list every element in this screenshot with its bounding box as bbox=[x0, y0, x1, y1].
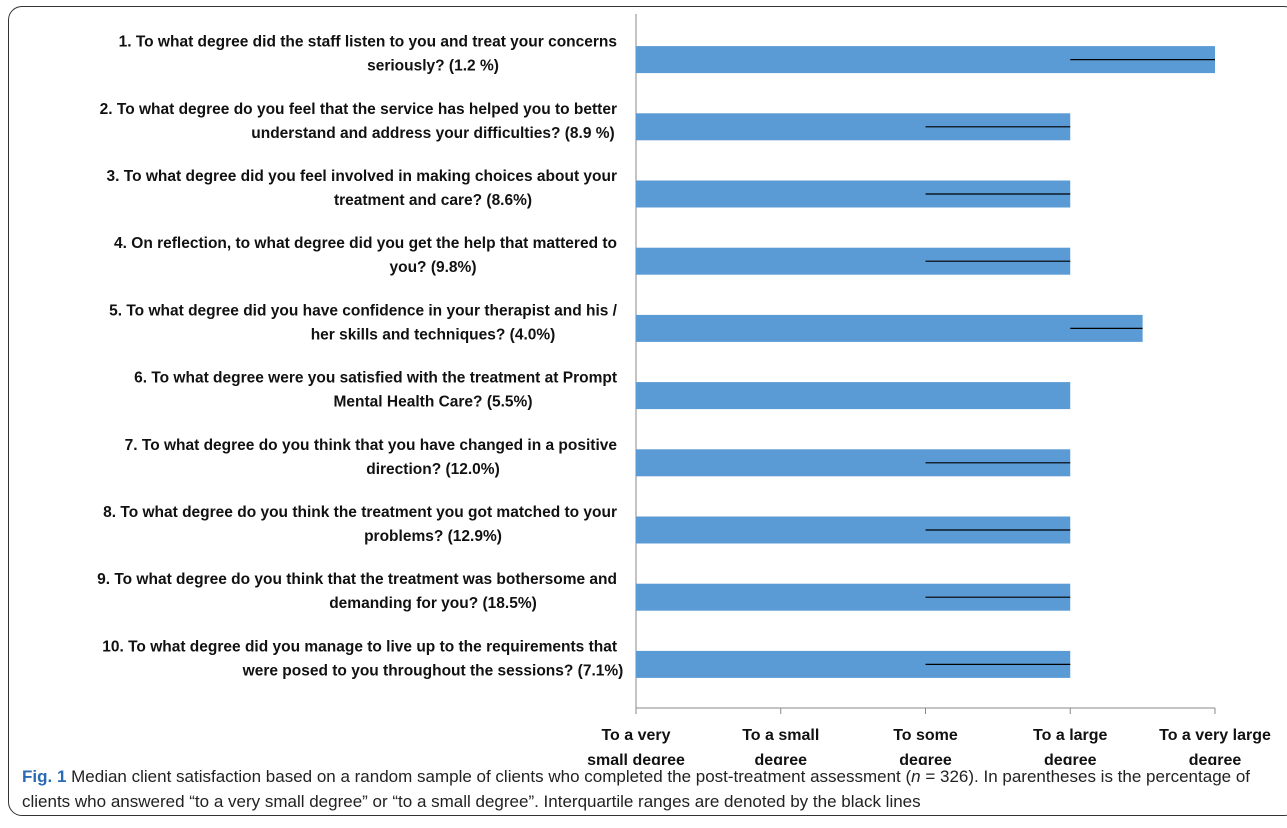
question-label-10: 10. To what degree did you manage to liv… bbox=[102, 638, 623, 679]
question-label-7: 7. To what degree do you think that you … bbox=[125, 437, 618, 478]
caption-n-symbol: n bbox=[911, 767, 921, 786]
question-label-3: 3. To what degree did you feel involved … bbox=[107, 168, 617, 209]
bar-6 bbox=[636, 382, 1071, 410]
x-tick-label-5: To a very large degree bbox=[1159, 727, 1271, 765]
x-tick-label-2: To a small degree bbox=[742, 727, 819, 765]
x-tick-label-1: To a very small degree bbox=[587, 727, 685, 765]
bar-5 bbox=[636, 314, 1143, 342]
question-label-2: 2. To what degree do you feel that the s… bbox=[100, 101, 617, 142]
question-label-6: 6. To what degree were you satisfied wit… bbox=[134, 370, 617, 411]
figure-caption: Fig. 1 Median client satisfaction based … bbox=[22, 764, 1284, 814]
x-tick-label-3: To some degree bbox=[893, 727, 958, 765]
x-tick-label-4: To a large degree bbox=[1033, 727, 1107, 765]
question-label-1: 1. To what degree did the staff listen t… bbox=[119, 34, 617, 75]
figure-label: Fig. 1 bbox=[22, 767, 67, 786]
caption-text-part2: = 326). In parentheses is the percentage… bbox=[22, 767, 1250, 811]
question-label-9: 9. To what degree do you think that the … bbox=[97, 571, 617, 612]
question-label-5: 5. To what degree did you have confidenc… bbox=[109, 302, 618, 343]
caption-text-part1: Median client satisfaction based on a ra… bbox=[66, 767, 912, 786]
question-label-8: 8. To what degree do you think the treat… bbox=[103, 504, 617, 545]
figure-frame bbox=[8, 6, 1287, 816]
question-label-4: 4. On reflection, to what degree did you… bbox=[114, 235, 617, 276]
satisfaction-bar-chart: 1. To what degree did the staff listen t… bbox=[97, 14, 1271, 765]
